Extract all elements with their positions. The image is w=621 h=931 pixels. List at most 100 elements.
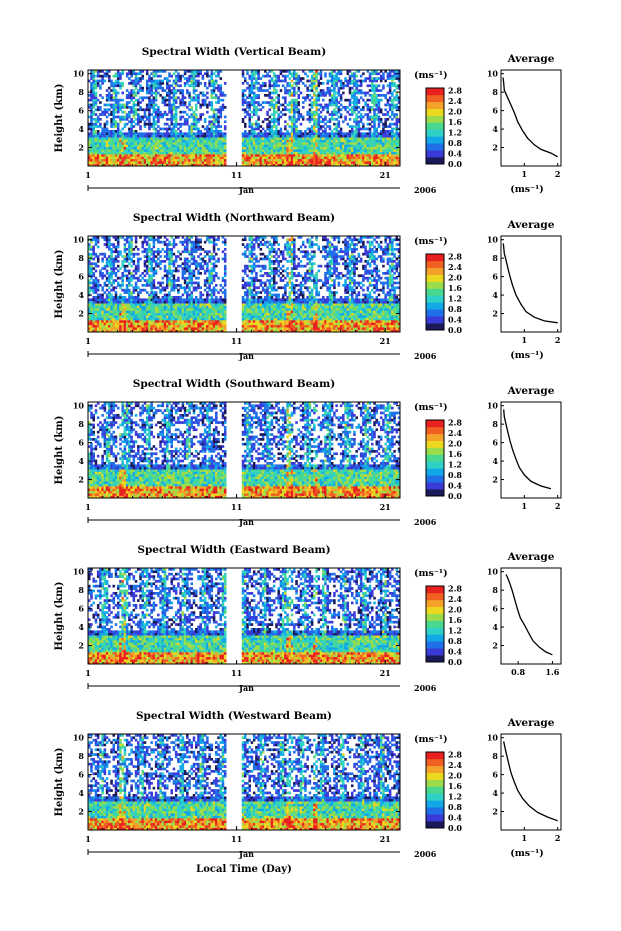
heatmap-cell	[364, 132, 367, 135]
heatmap-cell	[197, 94, 200, 97]
heatmap-cell	[244, 161, 247, 164]
heatmap-cell	[335, 147, 338, 150]
heatmap-cell	[315, 106, 318, 109]
heatmap-cell	[367, 92, 370, 95]
heatmap-cell	[106, 161, 109, 164]
heatmap-cell	[153, 84, 156, 87]
heatmap-cell	[148, 87, 151, 90]
heatmap-cell	[219, 130, 222, 133]
heatmap-cell	[95, 253, 98, 256]
heatmap-cell	[380, 111, 383, 114]
heatmap-cell	[204, 120, 207, 123]
heatmap-cell	[313, 116, 316, 119]
heatmap-cell	[115, 149, 118, 152]
heatmap-cell	[146, 140, 149, 143]
heatmap-cell	[141, 318, 144, 321]
heatmap-cell	[260, 159, 263, 162]
heatmap-cell	[280, 89, 283, 92]
heatmap-cell	[246, 135, 249, 138]
heatmap-cell	[362, 92, 365, 95]
heatmap-cell	[246, 159, 249, 162]
heatmap-cell	[373, 130, 376, 133]
heatmap-cell	[371, 120, 374, 123]
heatmap-cell	[355, 99, 358, 102]
heatmap-cell	[387, 111, 390, 114]
heatmap-cell	[101, 258, 104, 261]
heatmap-cell	[108, 130, 111, 133]
heatmap-cell	[353, 130, 356, 133]
heatmap-cell	[99, 294, 102, 297]
heatmap-cell	[204, 152, 207, 155]
heatmap-cell	[157, 140, 160, 143]
heatmap-cell	[297, 137, 300, 140]
heatmap-cell	[248, 106, 251, 109]
heatmap-cell	[119, 161, 122, 164]
heatmap-cell	[173, 159, 176, 162]
heatmap-cell	[391, 75, 394, 78]
heatmap-cell	[95, 135, 98, 138]
heatmap-cell	[315, 89, 318, 92]
heatmap-cell	[199, 147, 202, 150]
heatmap-cell	[115, 303, 118, 306]
heatmap-cell	[117, 325, 120, 328]
heatmap-cell	[164, 318, 167, 321]
heatmap-cell	[199, 161, 202, 164]
heatmap-cell	[335, 137, 338, 140]
heatmap-cell	[157, 262, 160, 265]
heatmap-cell	[139, 315, 142, 318]
heatmap-cell	[159, 315, 162, 318]
heatmap-cell	[331, 135, 334, 138]
heatmap-cell	[108, 282, 111, 285]
heatmap-cell	[95, 92, 98, 95]
heatmap-cell	[101, 315, 104, 318]
heatmap-cell	[251, 104, 254, 107]
heatmap-cell	[148, 144, 151, 147]
heatmap-cell	[251, 152, 254, 155]
heatmap-cell	[275, 156, 278, 159]
heatmap-cell	[199, 137, 202, 140]
heatmap-cell	[217, 144, 220, 147]
heatmap-cell	[159, 137, 162, 140]
heatmap-cell	[170, 144, 173, 147]
heatmap-cell	[217, 156, 220, 159]
heatmap-cell	[333, 89, 336, 92]
heatmap-cell	[128, 270, 131, 273]
heatmap-cell	[150, 265, 153, 268]
heatmap-cell	[333, 84, 336, 87]
heatmap-cell	[266, 75, 269, 78]
heatmap-cell	[244, 154, 247, 157]
heatmap-cell	[139, 89, 142, 92]
heatmap-cell	[391, 92, 394, 95]
heatmap-cell	[166, 147, 169, 150]
heatmap-cell	[193, 82, 196, 85]
heatmap-cell	[135, 282, 138, 285]
heatmap-cell	[364, 156, 367, 159]
heatmap-cell	[333, 99, 336, 102]
heatmap-cell	[342, 137, 345, 140]
heatmap-cell	[342, 144, 345, 147]
heatmap-cell	[204, 140, 207, 143]
heatmap-cell	[130, 89, 133, 92]
heatmap-cell	[306, 96, 309, 99]
heatmap-cell	[188, 84, 191, 87]
heatmap-cell	[115, 308, 118, 311]
heatmap-cell	[331, 84, 334, 87]
heatmap-cell	[333, 82, 336, 85]
heatmap-cell	[97, 286, 100, 289]
heatmap-cell	[124, 322, 127, 325]
heatmap-cell	[215, 135, 218, 138]
heatmap-cell	[326, 82, 329, 85]
heatmap-cell	[251, 123, 254, 126]
heatmap-cell	[195, 89, 198, 92]
heatmap-cell	[166, 113, 169, 116]
heatmap-cell	[284, 156, 287, 159]
heatmap-cell	[166, 320, 169, 323]
heatmap-cell	[371, 156, 374, 159]
heatmap-cell	[92, 310, 95, 313]
heatmap-cell	[378, 144, 381, 147]
heatmap-cell	[344, 159, 347, 162]
heatmap-cell	[215, 80, 218, 83]
heatmap-cell	[324, 118, 327, 121]
heatmap-cell	[309, 99, 312, 102]
heatmap-cell	[253, 82, 256, 85]
